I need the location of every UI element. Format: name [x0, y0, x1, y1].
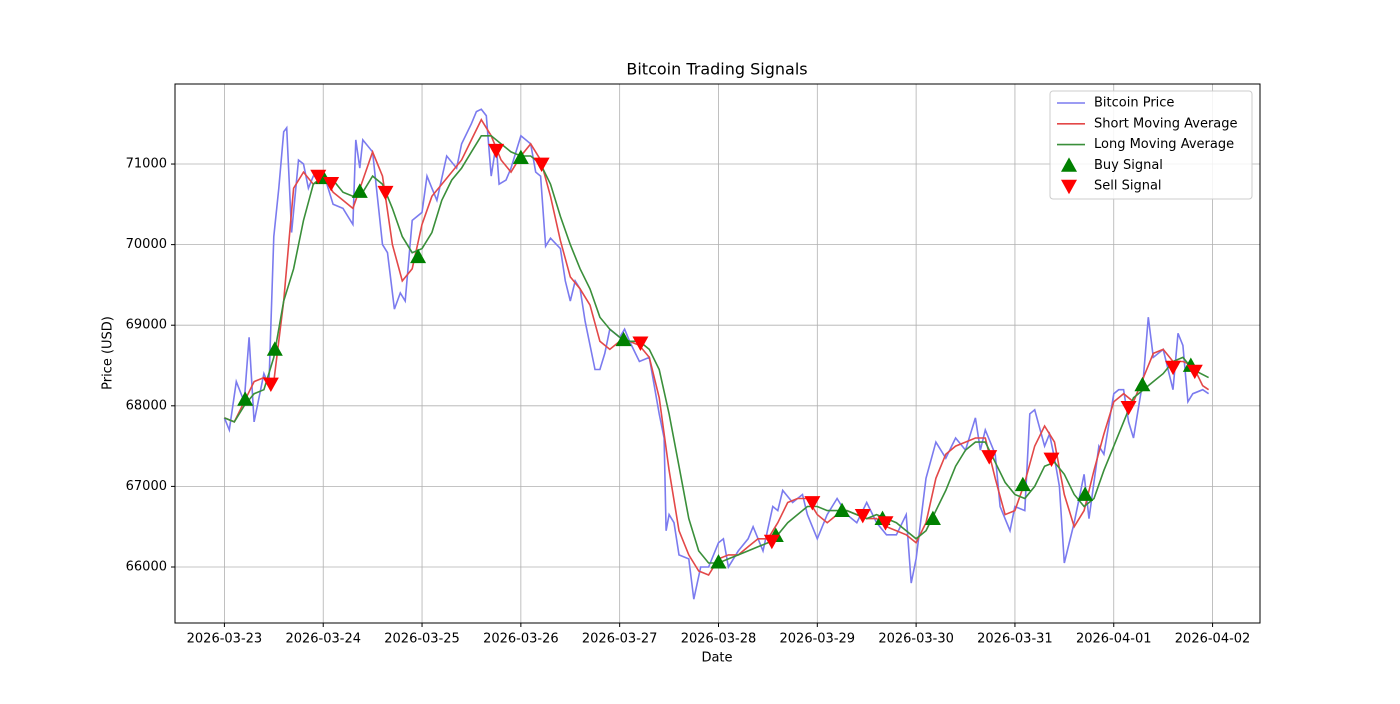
signal-marker: [237, 391, 254, 406]
legend-label: Long Moving Average: [1094, 137, 1234, 152]
signal-marker: [533, 157, 550, 173]
signal-marker: [1014, 476, 1031, 492]
signal-marker: [1077, 486, 1094, 501]
series-line: [223, 108, 1210, 600]
legend-box: [1049, 90, 1253, 200]
x-tick-label: 2026-03-28: [681, 632, 757, 647]
signal-marker: [266, 341, 283, 356]
signal-marker: [834, 502, 851, 517]
y-tick-label: 67000: [126, 479, 167, 494]
signal-marker: [763, 534, 780, 550]
y-tick-label: 66000: [126, 559, 167, 574]
y-tick-label: 69000: [126, 318, 167, 333]
legend-swatch: [1061, 179, 1077, 195]
signal-marker: [351, 183, 368, 198]
signal-marker: [323, 176, 340, 192]
signal-marker: [262, 377, 279, 393]
legend-label: Bitcoin Price: [1094, 96, 1174, 111]
y-axis-label: Price (USD): [101, 316, 116, 390]
x-tick-label: 2026-04-01: [1076, 632, 1152, 647]
legend-swatch: [1061, 157, 1077, 172]
x-tick-label: 2026-03-30: [878, 632, 954, 647]
chart-title: Bitcoin Trading Signals: [626, 60, 807, 79]
x-tick-label: 2026-03-31: [977, 632, 1053, 647]
signal-marker: [615, 331, 632, 347]
signal-marker: [377, 185, 394, 201]
signal-marker: [310, 169, 327, 185]
y-tick-label: 71000: [126, 157, 167, 172]
signal-marker: [1165, 360, 1182, 376]
legend-label: Short Moving Average: [1094, 116, 1238, 131]
signal-marker: [877, 516, 894, 531]
signal-marker: [1120, 401, 1137, 416]
x-tick-label: 2026-03-24: [285, 632, 361, 647]
signal-marker: [512, 149, 529, 164]
y-tick-label: 68000: [126, 398, 167, 413]
x-axis-label: Date: [701, 651, 732, 666]
signal-marker: [1134, 376, 1151, 392]
signal-marker: [410, 248, 427, 264]
legend-label: Sell Signal: [1094, 179, 1162, 194]
signal-marker: [924, 510, 941, 526]
signal-marker: [710, 554, 727, 569]
signal-marker: [1186, 364, 1203, 380]
signal-marker: [488, 143, 505, 159]
x-tick-label: 2026-03-29: [780, 632, 856, 647]
x-tick-label: 2026-03-26: [483, 632, 559, 647]
x-tick-label: 2026-03-23: [187, 632, 263, 647]
signal-marker: [1043, 452, 1060, 467]
legend-label: Buy Signal: [1094, 158, 1163, 173]
signal-marker: [981, 450, 998, 465]
x-tick-label: 2026-03-27: [582, 632, 658, 647]
x-tick-label: 2026-03-25: [384, 632, 460, 647]
y-tick-label: 70000: [126, 237, 167, 252]
signal-marker: [854, 509, 871, 524]
signal-marker: [804, 496, 821, 511]
signal-marker: [632, 336, 649, 351]
plot-frame: [174, 83, 1261, 624]
x-tick-label: 2026-04-02: [1175, 632, 1251, 647]
